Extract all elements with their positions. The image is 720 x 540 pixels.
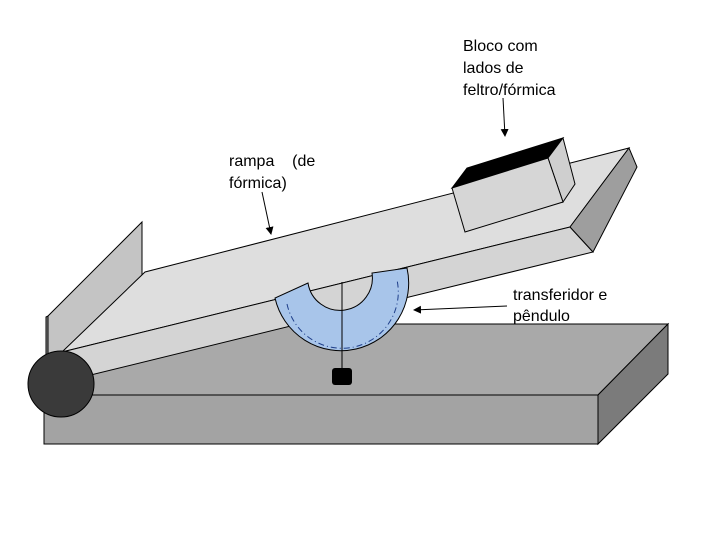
roller-cylinder — [27, 350, 95, 418]
block-label-line-3: feltro/fórmica — [463, 82, 556, 99]
block-pointer-arrow — [500, 97, 509, 137]
protractor — [274, 267, 410, 352]
protractor-label: transferidor e pêndulo — [513, 287, 612, 325]
ramp-end-face — [569, 147, 638, 253]
ramp-label-line-1: rampa (de — [229, 153, 315, 170]
block-label: Bloco com lados de feltro/fórmica — [463, 38, 556, 99]
block-label-line-2: lados de — [463, 60, 524, 77]
protractor-arc — [274, 267, 410, 352]
pendulum-weight — [332, 368, 352, 385]
block-label-line-1: Bloco com — [463, 38, 538, 55]
protractor-label-line-2: pêndulo — [513, 308, 570, 325]
ramp-label-line-2: fórmica) — [229, 175, 287, 192]
protractor-label-line-1: transferidor e — [513, 287, 607, 304]
base-front-face — [43, 394, 599, 445]
protractor-pointer-arrow — [413, 305, 508, 314]
sliding-block — [450, 136, 576, 233]
ramp-pointer-arrow — [261, 191, 274, 235]
block-front-face — [451, 157, 564, 233]
ramp-label: rampa (de fórmica) — [229, 153, 320, 192]
pendulum — [332, 282, 352, 385]
